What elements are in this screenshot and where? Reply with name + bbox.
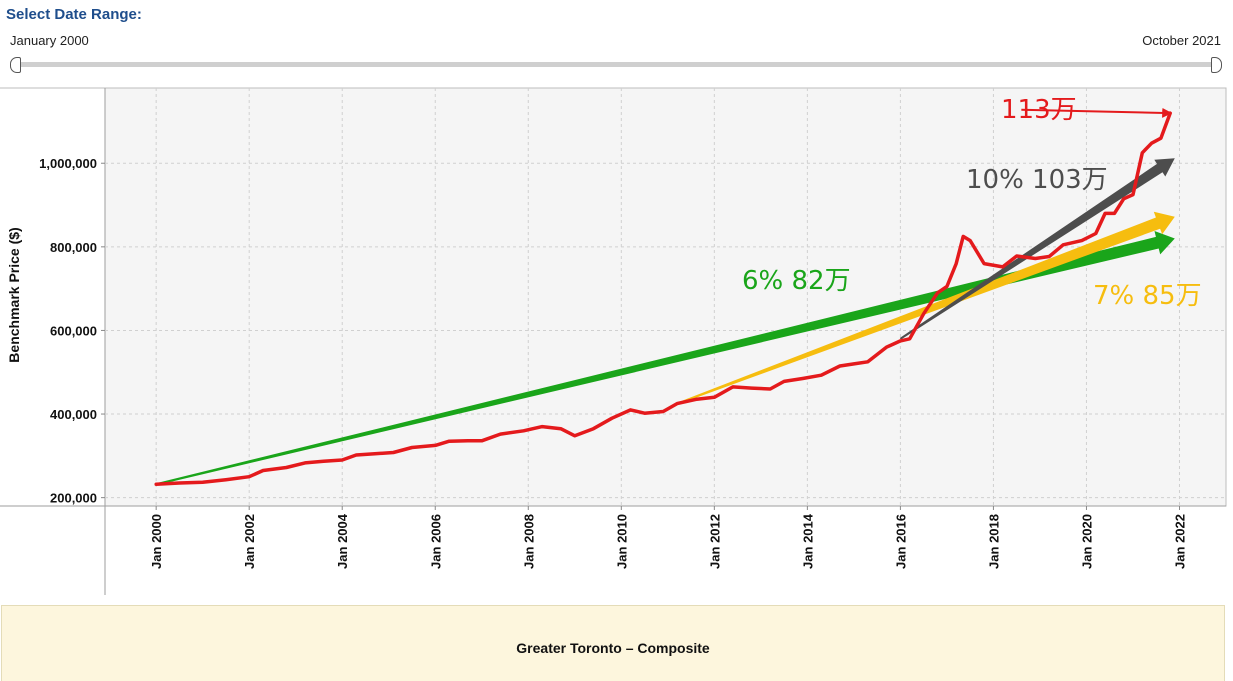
trend-label: 10% 103万 [966,165,1108,195]
grid [105,88,1226,506]
y-tick-label: 200,000 [50,491,97,506]
x-tick-label: Jan 2000 [149,514,164,569]
footer-panel: Greater Toronto – Composite [1,605,1225,681]
range-end-label: October 2021 [1142,33,1221,48]
plot-background [104,87,1227,507]
x-tick-label: Jan 2006 [428,514,443,569]
x-tick-label: Jan 2016 [893,514,908,569]
series [154,111,1172,487]
x-axis-ticks: Jan 2000 Jan 2002 Jan 2004 Jan 2006 Jan 2008… [149,506,1187,569]
x-tick-label: Jan 2014 [800,513,815,569]
trend-label: 113万 [1001,95,1077,125]
trend-arrow [899,158,1175,340]
trend-arrow [1021,107,1173,118]
x-tick-label: Jan 2002 [242,514,257,569]
price-chart: 200,000 400,000 600,000 800,000 1,000,000 Ja… [0,87,1227,595]
trend-labels: 6% 82万 7% 85万 10% 103万 113万 [742,95,1202,311]
y-tick-label: 1,000,000 [39,156,97,171]
range-start-label: January 2000 [10,33,89,48]
trend-arrow [155,231,1175,486]
price-line [154,111,1172,487]
y-tick-label: 400,000 [50,407,97,422]
x-tick-label: Jan 2010 [614,514,629,569]
y-axis-ticks: 200,000 400,000 600,000 800,000 1,000,000 [39,156,105,506]
date-range-title: Select Date Range: [6,6,142,23]
range-start-handle[interactable] [10,57,21,73]
x-tick-label: Jan 2012 [707,514,722,569]
trend-label: 6% 82万 [742,266,851,296]
y-tick-label: 600,000 [50,323,97,338]
y-tick-label: 800,000 [50,240,97,255]
range-end-handle[interactable] [1211,57,1222,73]
footer-title: Greater Toronto – Composite [516,640,710,656]
x-tick-label: Jan 2018 [986,514,1001,569]
x-tick-label: Jan 2022 [1172,514,1187,569]
x-tick-label: Jan 2008 [521,514,536,569]
x-tick-label: Jan 2004 [335,513,350,569]
x-tick-label: Jan 2020 [1079,514,1094,569]
trend-label: 7% 85万 [1093,281,1202,311]
y-axis-label: Benchmark Price ($) [6,227,22,362]
date-range-slider-track[interactable] [16,62,1216,67]
